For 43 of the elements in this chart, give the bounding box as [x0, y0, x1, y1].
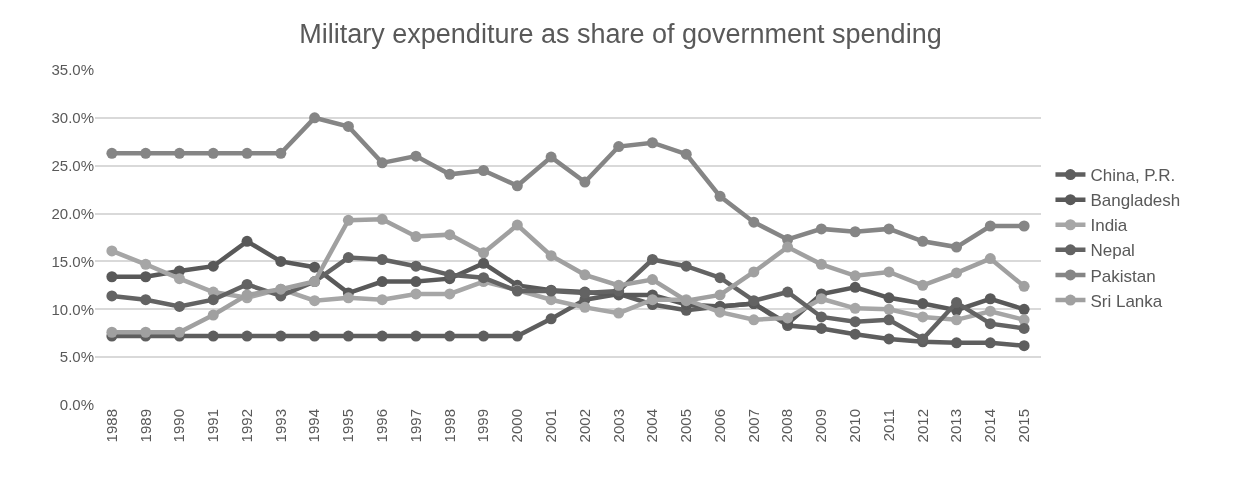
- y-tick-label: 20.0%: [51, 204, 94, 222]
- legend-label: Sri Lanka: [1090, 291, 1163, 311]
- x-tick-label: 1989: [136, 409, 154, 443]
- y-tick-label: 10.0%: [51, 300, 94, 318]
- x-tick-label: 2010: [846, 409, 864, 443]
- x-tick-label: 1996: [373, 409, 391, 443]
- y-tick-label: 15.0%: [51, 252, 94, 270]
- x-tick-label: 1991: [204, 409, 222, 443]
- x-tick-label: 1990: [170, 409, 188, 443]
- legend-label: Pakistan: [1090, 266, 1156, 286]
- y-tick-label: 25.0%: [51, 156, 94, 174]
- x-tick-label: 1992: [237, 409, 255, 443]
- y-tick-label: 35.0%: [51, 61, 94, 79]
- x-tick-label: 1999: [474, 409, 492, 443]
- legend-label: Nepal: [1090, 241, 1135, 261]
- x-tick-label: 2008: [778, 409, 796, 443]
- x-tick-label: 1988: [102, 409, 120, 443]
- y-tick-label: 5.0%: [59, 348, 94, 366]
- x-tick-label: 1995: [339, 409, 357, 443]
- y-tick-label: 30.0%: [51, 109, 94, 127]
- x-tick-label: 2014: [981, 409, 999, 443]
- x-tick-label: 2011: [879, 409, 897, 442]
- x-tick-label: 2001: [541, 409, 559, 443]
- x-tick-label: 2000: [508, 409, 526, 443]
- x-tick-label: 2003: [609, 409, 627, 443]
- x-tick-label: 2013: [947, 409, 965, 443]
- y-tick-label: 0.0%: [59, 396, 94, 414]
- x-tick-label: 1993: [271, 409, 289, 443]
- x-tick-label: 2004: [643, 409, 661, 443]
- x-tick-label: 2006: [710, 409, 728, 443]
- x-tick-label: 1998: [440, 409, 458, 443]
- legend-label: China, P.R.: [1090, 166, 1176, 186]
- x-tick-label: 2007: [744, 409, 762, 443]
- x-tick-label: 2009: [812, 409, 830, 443]
- chart-title: Military expenditure as share of government spending: [299, 19, 942, 50]
- legend-label: Bangladesh: [1090, 191, 1181, 211]
- legend-label: India: [1090, 216, 1128, 236]
- x-tick-label: 1994: [305, 409, 323, 443]
- x-tick-label: 2015: [1014, 409, 1032, 443]
- x-tick-label: 2012: [913, 409, 931, 443]
- x-tick-label: 2005: [677, 409, 695, 443]
- x-tick-label: 2002: [575, 409, 593, 443]
- x-tick-label: 1997: [406, 409, 424, 443]
